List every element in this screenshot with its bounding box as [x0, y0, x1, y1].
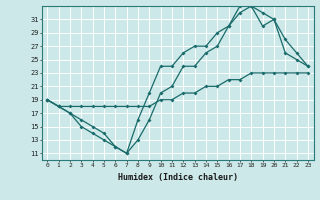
X-axis label: Humidex (Indice chaleur): Humidex (Indice chaleur) — [118, 173, 237, 182]
